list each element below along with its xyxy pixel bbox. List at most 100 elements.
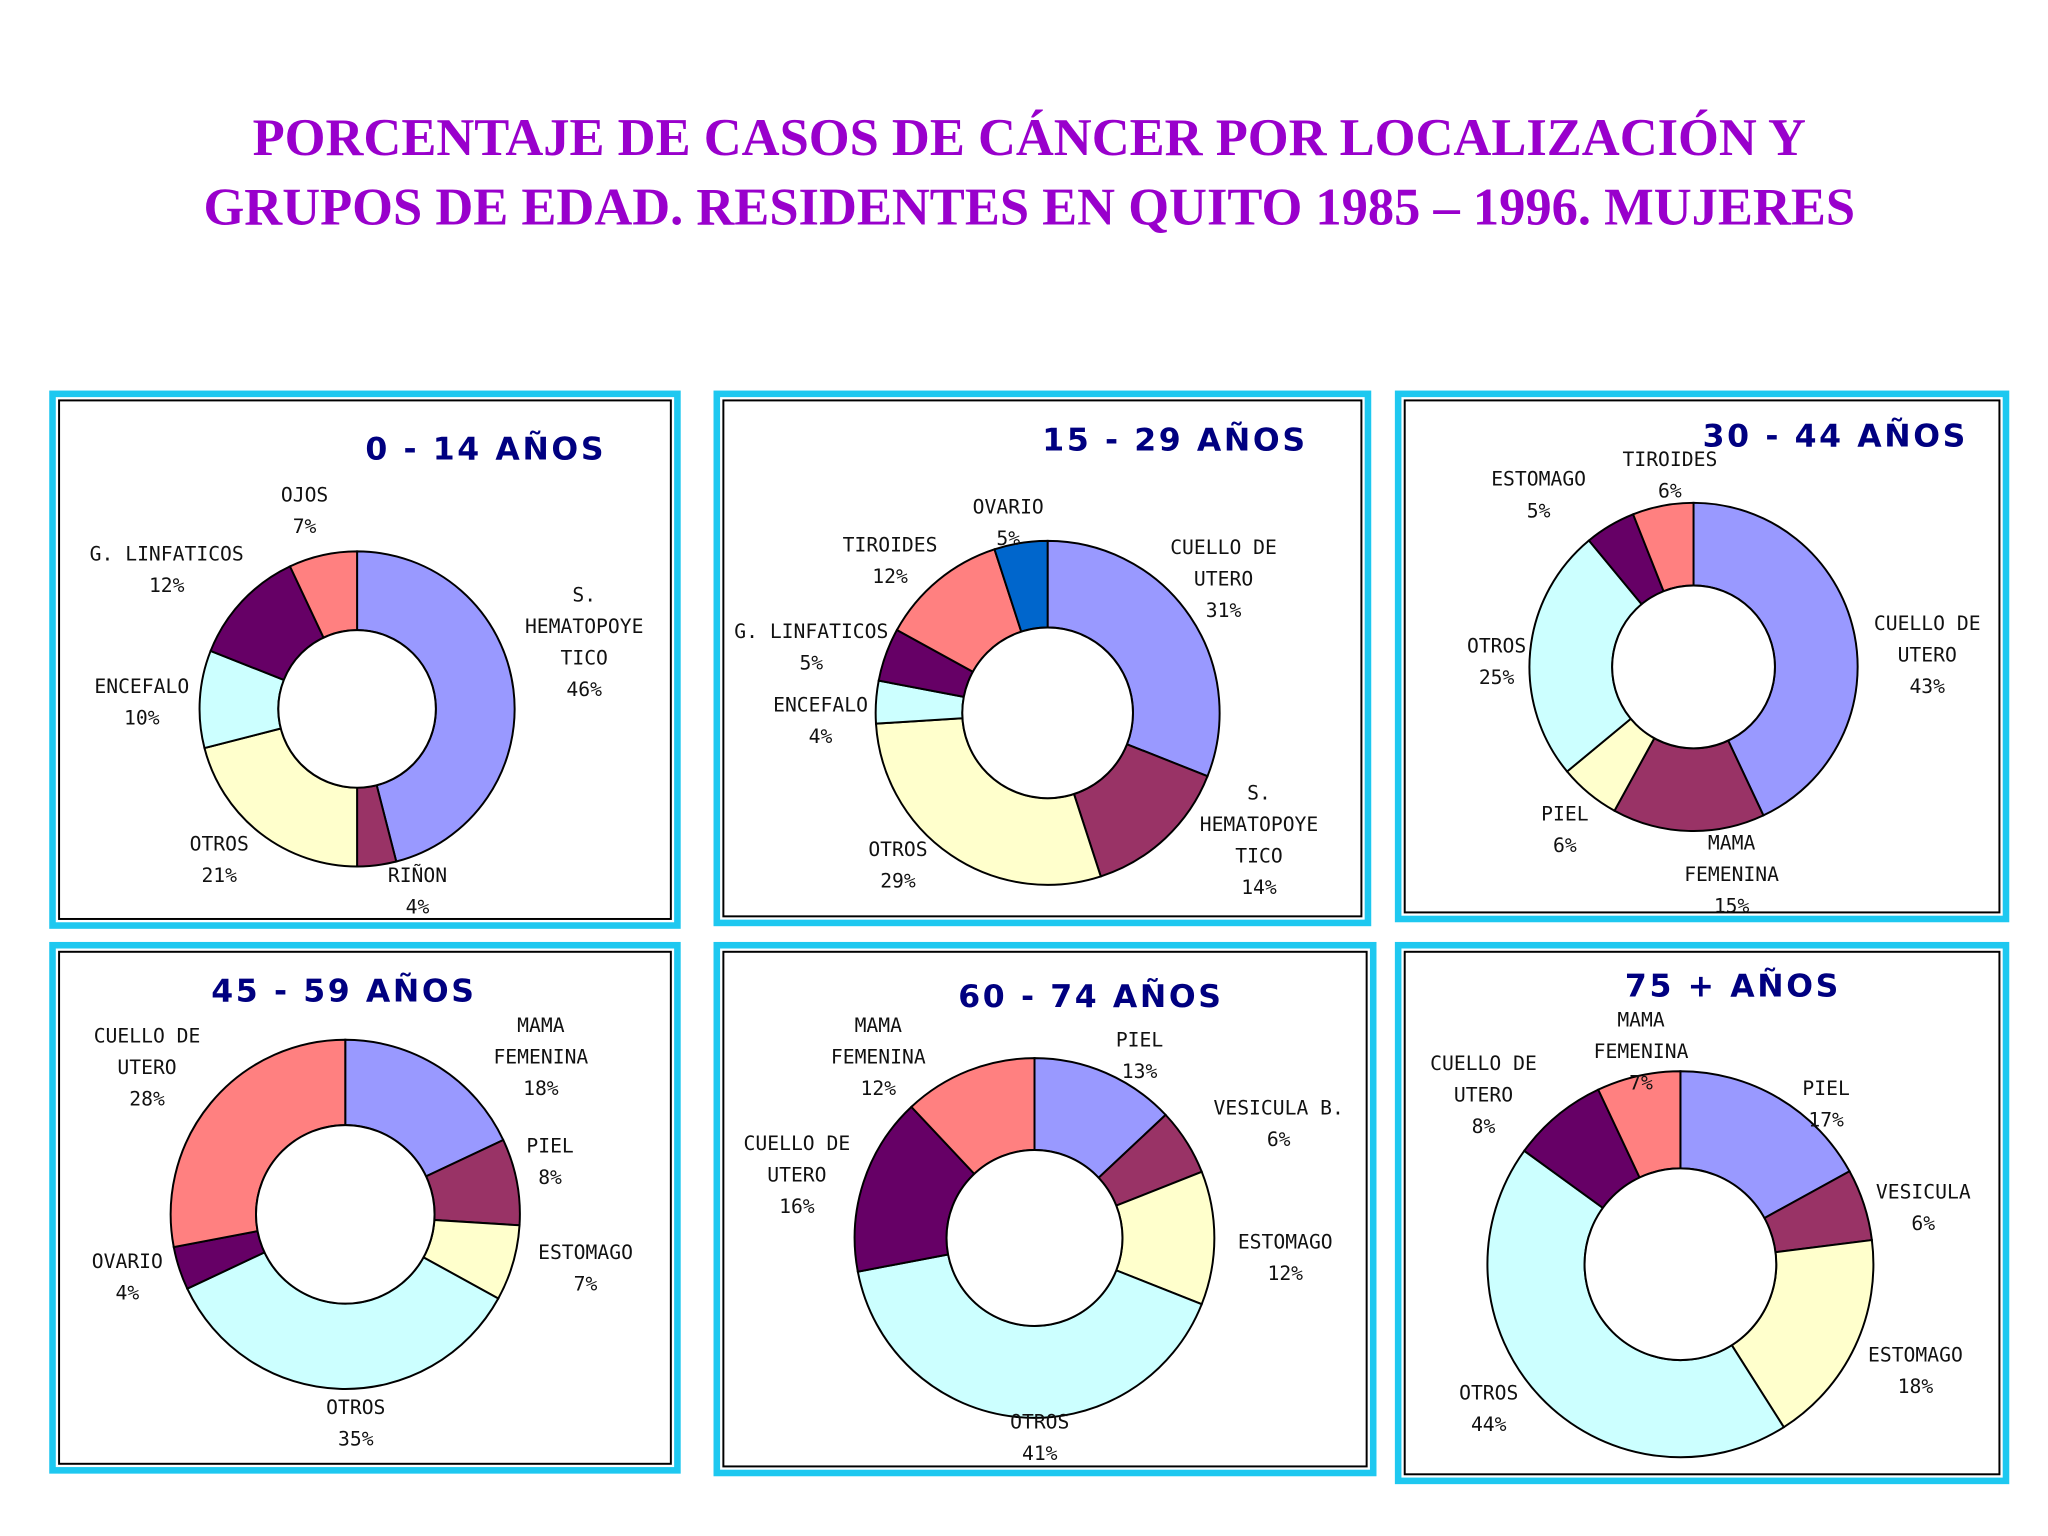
slice-name: PIEL bbox=[1541, 803, 1588, 826]
slice-label-cuello-de-utero: CUELLO DE UTERO 43% bbox=[1874, 612, 1981, 698]
slice-value: 28% bbox=[129, 1087, 165, 1110]
slice-name: UTERO bbox=[117, 1056, 176, 1079]
slice-value: 15% bbox=[1714, 894, 1750, 917]
slice-value: 12% bbox=[1267, 1262, 1303, 1285]
slice-name: HEMATOPOYE bbox=[525, 615, 644, 638]
slice-label-otros: OTROS 44% bbox=[1459, 1381, 1518, 1436]
slice-label-mama-femenina: MAMA FEMENINA 18% bbox=[493, 1014, 588, 1100]
donut-hole bbox=[1611, 584, 1776, 750]
slice-label-ovario: OVARIO 5% bbox=[973, 495, 1044, 550]
slice-name: G. LINFATICOS bbox=[90, 543, 244, 566]
slice-label-otros: OTROS 25% bbox=[1467, 634, 1526, 689]
slice-label-otros: OTROS 29% bbox=[868, 838, 927, 893]
slice-name: S. bbox=[572, 583, 596, 606]
slice-name: ENCEFALO bbox=[773, 694, 868, 717]
slice-value: 31% bbox=[1206, 599, 1242, 622]
slice-name: FEMENINA bbox=[831, 1045, 926, 1068]
slice-name: UTERO bbox=[1454, 1083, 1513, 1106]
slice-name: CUELLO DE bbox=[1170, 536, 1277, 559]
donut-hole bbox=[255, 1124, 436, 1305]
slice-value: 18% bbox=[1898, 1375, 1934, 1398]
donut-hole bbox=[277, 629, 437, 789]
slide-title-line-1: PORCENTAJE DE CASOS DE CÁNCER POR LOCALI… bbox=[253, 109, 1806, 167]
slice-name: ESTOMAGO bbox=[538, 1241, 633, 1264]
charts-grid: 0 - 14 AÑOS S. HEMATOPOYE TICO 46% RIÑON 4% OTR… bbox=[49, 390, 2010, 1485]
slice-label-vesicula: VESICULA 6% bbox=[1876, 1181, 1971, 1236]
slice-label-cuello-de-utero: CUELLO DE UTERO 8% bbox=[1430, 1052, 1537, 1138]
slice-value: 5% bbox=[1527, 499, 1551, 522]
donut-chart-panel: 60 - 74 AÑOS PIEL 13% VESICULA B. 6% ESTOMAGO… bbox=[713, 941, 1377, 1477]
panel-title: 75 + AÑOS bbox=[1625, 966, 1841, 1004]
slice-name: CUELLO DE bbox=[94, 1024, 201, 1047]
slice-name: UTERO bbox=[1194, 568, 1253, 591]
donut-hole bbox=[1583, 1167, 1778, 1362]
slice-value: 8% bbox=[538, 1166, 562, 1189]
slice-label-tiroides: TIROIDES 12% bbox=[843, 533, 938, 588]
slice-value: 7% bbox=[293, 515, 317, 538]
slice-name: VESICULA B. bbox=[1213, 1097, 1343, 1120]
slice-value: 25% bbox=[1479, 666, 1515, 689]
slice-label-cuello-de-utero: CUELLO DE UTERO 31% bbox=[1170, 536, 1277, 622]
slice-name: TICO bbox=[560, 646, 607, 669]
slice-name: FEMENINA bbox=[1594, 1040, 1689, 1063]
slice-label-piel: PIEL 6% bbox=[1541, 803, 1588, 858]
slice-value: 12% bbox=[860, 1077, 896, 1100]
slice-name: RIÑON bbox=[388, 864, 447, 887]
panel-title: 60 - 74 AÑOS bbox=[958, 977, 1223, 1015]
slice-name: OTROS bbox=[1459, 1381, 1518, 1404]
donut-chart-panel: 75 + AÑOS PIEL 17% VESICULA 6% ESTOMAGO 18% OTR… bbox=[1394, 941, 2010, 1485]
slice-label-otros: OTROS 35% bbox=[326, 1396, 385, 1451]
slice-label-estomago: ESTOMAGO 12% bbox=[1238, 1230, 1333, 1285]
slice-name: OTROS bbox=[868, 838, 927, 861]
donut-chart-panel: 30 - 44 AÑOS CUELLO DE UTERO 43% MAMA FEMENIN… bbox=[1394, 390, 2010, 923]
slice-value: 21% bbox=[201, 864, 237, 887]
slice-value: 6% bbox=[1911, 1212, 1935, 1235]
panel-title: 0 - 14 AÑOS bbox=[365, 429, 606, 467]
panel-title: 30 - 44 AÑOS bbox=[1703, 416, 1968, 454]
slice-value: 41% bbox=[1022, 1442, 1058, 1465]
slice-label-estomago: ESTOMAGO 5% bbox=[1491, 468, 1586, 523]
slice-name: TICO bbox=[1235, 845, 1282, 868]
slice-value: 8% bbox=[1472, 1115, 1496, 1138]
slice-name: HEMATOPOYE bbox=[1200, 813, 1319, 836]
slice-name: S. bbox=[1247, 782, 1271, 805]
slice-value: 13% bbox=[1122, 1060, 1158, 1083]
slice-name: CUELLO DE bbox=[1874, 612, 1981, 635]
slice-value: 6% bbox=[1267, 1128, 1291, 1151]
slice-name: OTROS bbox=[1467, 634, 1526, 657]
donut-chart-panel: 45 - 59 AÑOS MAMA FEMENINA 18% PIEL 8% ESTOMAG… bbox=[49, 941, 681, 1474]
slice-label-mama-femenina: MAMA FEMENINA 7% bbox=[1594, 1009, 1689, 1095]
slice-name: ESTOMAGO bbox=[1491, 468, 1586, 491]
slice-value: 5% bbox=[996, 527, 1020, 550]
slice-value: 7% bbox=[574, 1273, 598, 1296]
slice-value: 46% bbox=[566, 678, 602, 701]
slice-value: 18% bbox=[523, 1077, 559, 1100]
slice-value: 10% bbox=[124, 707, 160, 730]
slice-label-s-hematopoye-tico: S. HEMATOPOYE TICO 14% bbox=[1200, 782, 1319, 900]
slice-label-g-linfaticos: G. LINFATICOS 12% bbox=[90, 543, 244, 598]
panel-inner-border bbox=[722, 950, 1368, 1468]
slice-label-ovario: OVARIO 4% bbox=[92, 1250, 163, 1305]
slice-name: ESTOMAGO bbox=[1868, 1343, 1963, 1366]
slice-name: OTROS bbox=[1010, 1410, 1069, 1433]
slice-value: 14% bbox=[1241, 876, 1277, 899]
donut-hole bbox=[945, 1149, 1124, 1327]
slice-value: 43% bbox=[1909, 675, 1945, 698]
slice-label-cuello-de-utero: CUELLO DE UTERO 28% bbox=[94, 1024, 201, 1110]
slice-value: 6% bbox=[1658, 480, 1682, 503]
slice-label-vesicula-b: VESICULA B. 6% bbox=[1213, 1097, 1343, 1152]
slice-value: 7% bbox=[1629, 1072, 1653, 1095]
slice-name: CUELLO DE bbox=[744, 1132, 851, 1155]
slice-label-cuello-de-utero: CUELLO DE UTERO 16% bbox=[744, 1132, 851, 1218]
slice-name: OJOS bbox=[281, 483, 328, 506]
slice-name: VESICULA bbox=[1876, 1181, 1971, 1204]
slice-name: FEMENINA bbox=[1684, 863, 1779, 886]
slice-value: 44% bbox=[1471, 1413, 1507, 1436]
slice-name: MAMA bbox=[1708, 831, 1756, 854]
panel-inner-border bbox=[58, 950, 672, 1465]
slice-label-otros: OTROS 21% bbox=[190, 833, 249, 888]
slice-name: UTERO bbox=[767, 1164, 826, 1187]
donut-hole bbox=[961, 626, 1134, 800]
slice-label-mama-femenina: MAMA FEMENINA 15% bbox=[1684, 831, 1779, 917]
